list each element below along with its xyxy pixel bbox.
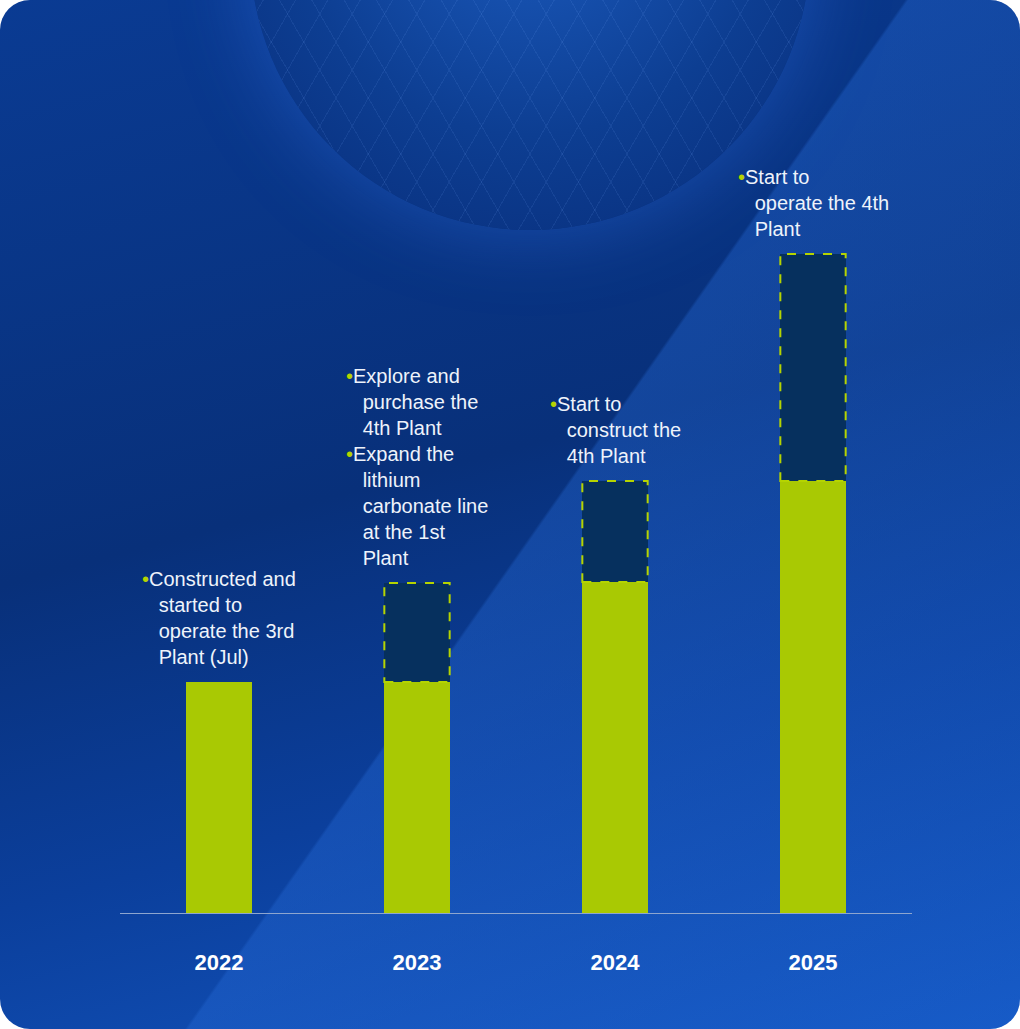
svg-text:2023: 2023: [393, 950, 442, 975]
svg-text:2025: 2025: [789, 950, 838, 975]
svg-text:2022: 2022: [195, 950, 244, 975]
svg-text:•Start to operate the 4th: •Start to operate the 4th Plant: [738, 166, 889, 240]
svg-text:•Start to construct the 4t: •Start to construct the 4th Plant: [550, 393, 681, 467]
svg-text:•Explore and purchase the: •Explore and purchase the 4th Plant•Expa…: [346, 365, 488, 569]
svg-text:•Constructed and started to: •Constructed and started to operate the …: [142, 568, 296, 668]
svg-text:2024: 2024: [591, 950, 641, 975]
